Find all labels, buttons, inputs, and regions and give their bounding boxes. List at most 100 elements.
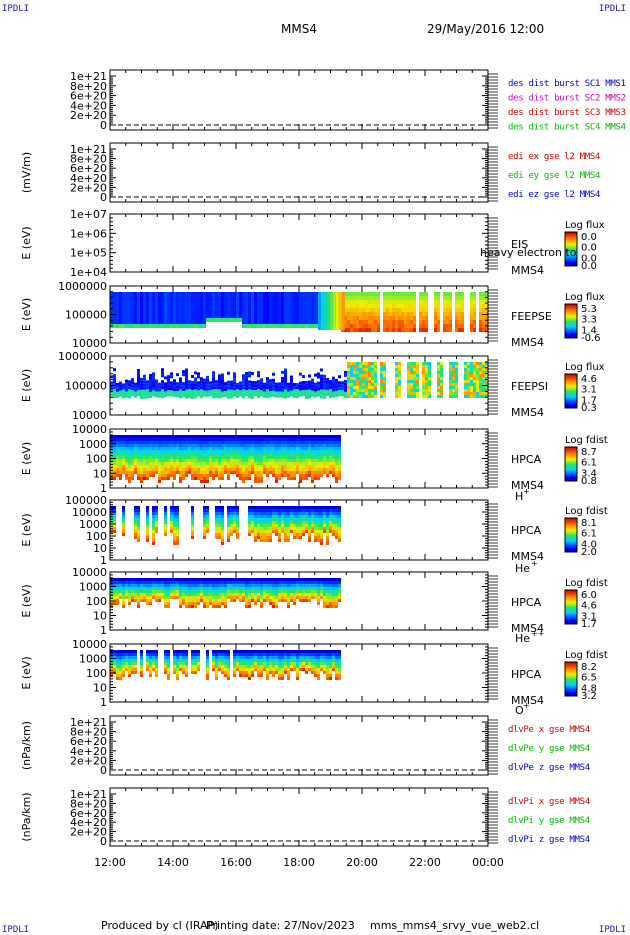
heatmap-cell [275,435,278,438]
heatmap-cell [134,596,137,599]
heatmap-cell [176,444,179,447]
heatmap-cell [143,477,146,480]
heatmap-cell [293,515,296,518]
heatmap-cell [188,292,191,324]
heatmap-cell [167,599,170,602]
heatmap-cell [122,450,125,453]
heatmap-cell [335,468,338,471]
heatmap-cell [260,593,263,596]
heatmap-cell [326,465,329,468]
heatmap-cell [152,468,155,471]
heatmap-cell [455,312,458,316]
heatmap-cell [167,393,170,396]
heatmap-cell [272,391,275,394]
heatmap-cell [149,456,152,459]
heatmap-cell [353,383,356,386]
heatmap-cell [455,324,458,328]
heatmap-cell [185,453,188,456]
heatmap-cell [179,435,182,438]
heatmap-cell [392,300,395,304]
heatmap-cell [200,392,203,395]
heatmap-cell [476,365,479,368]
heatmap-cell [371,308,374,312]
heatmap-cell [254,480,257,483]
heatmap-cell [311,471,314,474]
heatmap-cell [302,527,305,530]
heatmap-cell [128,456,131,459]
heatmap-cell [179,480,182,483]
heatmap-cell [407,304,410,308]
heatmap-cell [245,590,248,593]
heatmap-cell [356,380,359,383]
heatmap-cell [146,509,149,512]
heatmap-cell [170,524,173,527]
heatmap-cell [197,441,200,444]
heatmap-cell [275,506,278,509]
heatmap-cell [119,382,122,385]
heatmap-cell [191,462,194,465]
heatmap-cell [152,527,155,530]
heatmap-cell [122,509,125,512]
heatmap-cell [266,590,269,593]
heatmap-cell [476,392,479,395]
heatmap-cell [269,509,272,512]
panel-1 [110,70,498,130]
heatmap-cell [479,296,482,300]
heatmap-cell [410,362,413,365]
heatmap-cell [257,593,260,596]
heatmap-cell [323,602,326,605]
heatmap-cell [266,468,269,471]
heatmap-cell [236,581,239,584]
heatmap-cell [167,581,170,584]
heatmap-cell [314,587,317,590]
heatmap-cell [155,509,158,512]
heatmap-cell [206,318,209,322]
heatmap-cell [449,365,452,368]
heatmap-cell [476,374,479,377]
heatmap-cell [281,380,284,383]
heatmap-cell [335,509,338,512]
heatmap-cell [323,512,326,515]
heatmap-cell [146,450,149,453]
heatmap-cell [266,324,269,328]
heatmap-cell [263,462,266,465]
heatmap-cell [221,584,224,587]
heatmap-cell [287,468,290,471]
heatmap-cell [128,435,131,438]
heatmap-cell [152,542,155,545]
heatmap-cell [317,385,320,388]
heatmap-cell [449,371,452,374]
heatmap-cell [287,530,290,533]
heatmap-cell [245,471,248,474]
heatmap-cell [320,584,323,587]
heatmap-cell [137,536,140,539]
heatmap-cell [269,462,272,465]
heatmap-cell [119,587,122,590]
heatmap-cell [350,316,353,320]
heatmap-cell [266,386,269,389]
heatmap-cell [191,450,194,453]
heatmap-cell [125,462,128,465]
heatmap-cell [266,444,269,447]
heatmap-cell [218,392,221,395]
heatmap-cell [137,447,140,450]
heatmap-cell [482,380,485,383]
heatmap-cell [221,474,224,477]
heatmap-cell [116,447,119,450]
heatmap-cell [119,459,122,462]
heatmap-cell [176,590,179,593]
heatmap-cell [179,447,182,450]
heatmap-cell [140,441,143,444]
heatmap-cell [143,590,146,593]
y-tick-label: 1e+06 [70,227,107,240]
heatmap-cell [353,392,356,395]
heatmap-cell [260,587,263,590]
heatmap-cell [209,587,212,590]
heatmap-cell [455,368,458,371]
heatmap-cell [137,512,140,515]
heatmap-cell [182,471,185,474]
heatmap-cell [170,587,173,590]
heatmap-cell [329,438,332,441]
heatmap-cell [254,459,257,462]
heatmap-cell [284,596,287,599]
